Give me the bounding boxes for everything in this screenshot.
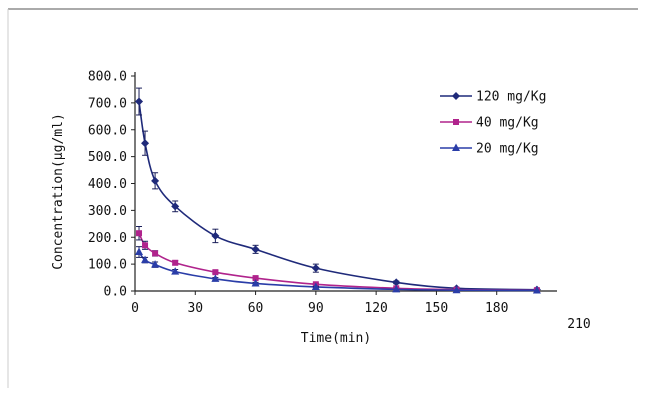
y-tick-label: 0.0 <box>104 285 127 300</box>
series-2 <box>135 246 541 294</box>
y-tick-label: 800.0 <box>88 70 127 85</box>
data-point <box>252 275 259 282</box>
x-tick-label: 180 <box>485 301 508 316</box>
data-point <box>152 250 159 257</box>
series-layer <box>135 87 541 294</box>
legend-label: 40 mg/Kg <box>476 116 539 131</box>
data-point <box>172 259 179 266</box>
x-tick-label: 150 <box>425 301 448 316</box>
x-tick-label: 30 <box>187 301 203 316</box>
y-tick-label: 400.0 <box>88 177 127 192</box>
data-point <box>141 139 150 148</box>
series-line <box>138 251 537 292</box>
y-tick-label: 300.0 <box>88 204 127 219</box>
data-point <box>135 247 144 256</box>
data-point <box>171 267 180 275</box>
legend: 120 mg/Kg 40 mg/Kg 20 mg/Kg <box>440 90 546 157</box>
data-point <box>136 230 143 237</box>
y-axis-title: Concentration(μg/ml) <box>51 113 66 270</box>
series-line <box>138 232 537 291</box>
legend-item-2: 20 mg/Kg <box>440 142 539 157</box>
data-point <box>251 278 260 287</box>
data-point <box>311 264 320 273</box>
legend-item-1: 40 mg/Kg <box>440 116 539 131</box>
data-point <box>392 278 401 287</box>
legend-marker <box>452 92 460 100</box>
legend-marker <box>453 119 459 125</box>
series-1 <box>136 226 540 294</box>
data-point <box>141 255 150 264</box>
data-point <box>171 202 180 211</box>
y-tick-label: 600.0 <box>88 123 127 138</box>
x-tick-label: 210 <box>567 317 590 332</box>
legend-marker <box>452 143 460 151</box>
axes-group: 0.0 100.0 200.0 300.0 400.0 500.0 600.0 700.0 80… <box>88 70 591 333</box>
data-point <box>212 269 219 276</box>
series-line <box>138 101 537 291</box>
x-axis-title: Time(min) <box>301 331 371 346</box>
legend-item-0: 120 mg/Kg <box>440 90 546 105</box>
data-point <box>392 284 401 293</box>
y-tick-label: 700.0 <box>88 96 127 111</box>
data-point <box>211 231 220 240</box>
x-tick-label: 60 <box>248 301 264 316</box>
x-tick-label: 90 <box>308 301 324 316</box>
data-point <box>251 245 260 254</box>
x-tick-label: 0 <box>131 301 139 316</box>
data-point <box>151 176 160 185</box>
x-tick-label: 120 <box>364 301 387 316</box>
data-point <box>142 242 149 249</box>
data-point <box>311 282 320 290</box>
y-tick-label: 200.0 <box>88 231 127 246</box>
y-tick-label: 100.0 <box>88 258 127 273</box>
legend-label: 20 mg/Kg <box>476 142 539 157</box>
data-point <box>211 274 220 282</box>
data-point <box>135 97 144 106</box>
y-tick-label: 500.0 <box>88 150 127 165</box>
data-point <box>532 285 541 294</box>
data-point <box>452 285 461 294</box>
legend-label: 120 mg/Kg <box>476 90 546 105</box>
data-point <box>151 260 160 268</box>
